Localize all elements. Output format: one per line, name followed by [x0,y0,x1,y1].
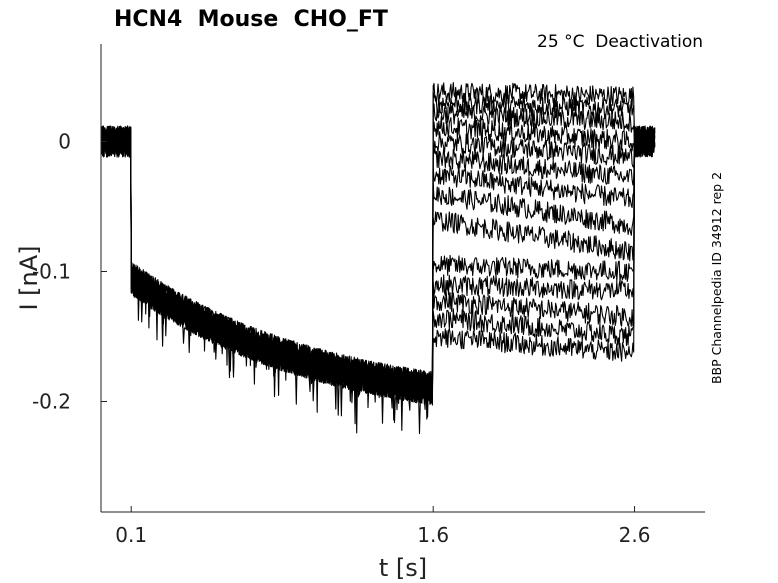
y-tick-label: -0.2 [32,390,71,414]
source-id-label: BBP Channelpedia ID 34912 rep 2 [709,172,724,384]
y-tick-label: 0 [58,130,71,154]
current-trace-3 [100,103,656,404]
y-tick-group: 0 -0.1 -0.2 [32,130,107,414]
x-tick-group: 0.1 1.6 2.6 [115,506,650,547]
x-tick-label: 2.6 [619,523,651,547]
y-axis-label: I [nA] [15,245,43,310]
x-axis-label: t [s] [379,554,427,582]
x-tick-label: 1.6 [417,523,449,547]
current-trace-14 [100,125,656,404]
x-tick-label: 0.1 [115,523,147,547]
condition-label: 25 °C Deactivation [537,32,703,52]
current-traces [100,81,656,435]
y-tick-label: -0.1 [32,260,71,284]
chart-title: HCN4 Mouse CHO_FT [114,7,388,32]
